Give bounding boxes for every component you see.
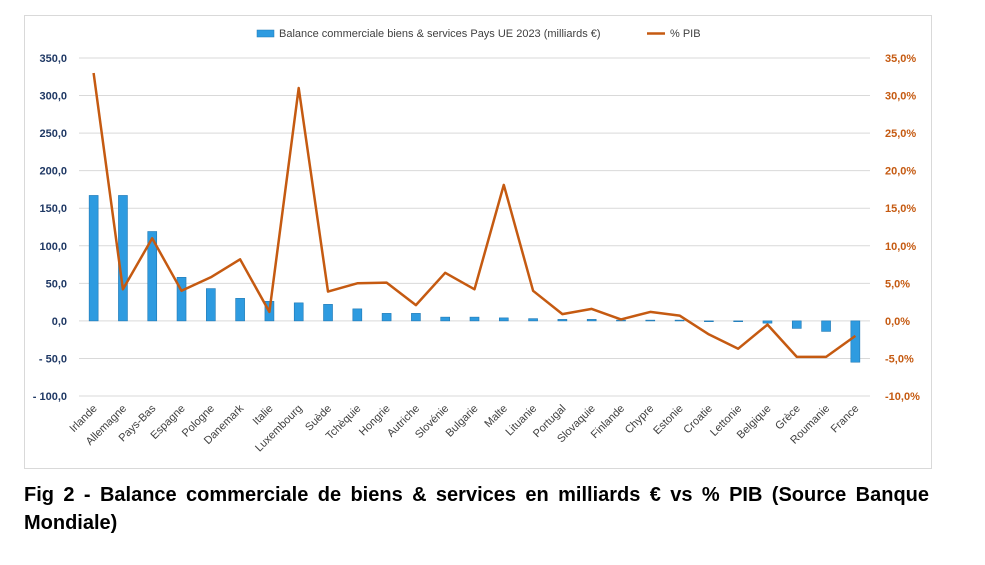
category-label: Chypre — [623, 403, 657, 437]
bar — [293, 302, 304, 322]
left-tick-label: 150,0 — [39, 203, 67, 215]
right-tick-label: -10,0% — [885, 391, 920, 403]
bar — [323, 304, 333, 322]
gridlines — [79, 57, 870, 397]
category-label: Italie — [251, 403, 276, 428]
combo-chart: - 100,0 - 50,0 0,0 50,0 100,0 150,0 200,0 250,0… — [33, 28, 920, 454]
right-tick-label: 25,0% — [885, 128, 916, 140]
legend: Balance commerciale biens & services Pay… — [256, 28, 701, 40]
legend-line-label: % PIB — [670, 28, 701, 40]
bar — [411, 313, 421, 322]
legend-bar-swatch — [256, 29, 275, 38]
left-tick-label: - 50,0 — [39, 353, 67, 365]
chart-frame: - 100,0 - 50,0 0,0 50,0 100,0 150,0 200,0 250,0… — [24, 15, 932, 469]
bar — [733, 320, 743, 322]
bar — [381, 313, 392, 322]
figure-caption: Fig 2 - Balance commerciale de biens & s… — [24, 484, 929, 534]
bar — [206, 288, 216, 322]
left-tick-label: 300,0 — [39, 91, 67, 103]
right-tick-label: 5,0% — [885, 278, 910, 290]
left-tick-label: 50,0 — [46, 278, 67, 290]
bar — [586, 319, 597, 322]
bar — [704, 320, 714, 322]
bar — [645, 319, 656, 322]
bar — [498, 317, 509, 322]
category-labels: IrlandeAllemagnePays-BasEspagnePologneDa… — [67, 402, 861, 454]
bar — [235, 298, 245, 322]
left-tick-label: 100,0 — [39, 241, 67, 253]
category-label: Malte — [482, 403, 510, 431]
bar — [176, 277, 187, 322]
bar — [821, 320, 831, 332]
bar — [88, 195, 99, 322]
right-tick-label: 20,0% — [885, 166, 916, 178]
left-axis-ticks: - 100,0 - 50,0 0,0 50,0 100,0 150,0 200,0 250,0… — [33, 53, 67, 403]
right-tick-label: 10,0% — [885, 241, 916, 253]
left-tick-label: 0,0 — [52, 316, 67, 328]
bar — [762, 320, 773, 324]
left-tick-label: - 100,0 — [33, 391, 67, 403]
right-tick-label: 30,0% — [885, 91, 916, 103]
bar — [850, 320, 861, 363]
line-series — [92, 72, 857, 359]
bar — [440, 316, 451, 322]
bar — [528, 318, 538, 322]
bar — [147, 231, 158, 322]
left-tick-label: 200,0 — [39, 166, 67, 178]
left-tick-label: 250,0 — [39, 128, 67, 140]
right-axis-ticks: -10,0% -5,0% 0,0% 5,0% 10,0% 15,0% 20,0% 25,0% 3… — [885, 53, 920, 403]
right-tick-label: 35,0% — [885, 53, 916, 65]
bar — [352, 308, 363, 322]
right-tick-label: 0,0% — [885, 316, 910, 328]
category-label: Bulgarie — [444, 403, 481, 440]
legend-bar-label: Balance commerciale biens & services Pay… — [279, 28, 601, 40]
bar — [791, 320, 802, 329]
left-tick-label: 350,0 — [39, 53, 67, 65]
right-tick-label: 15,0% — [885, 203, 916, 215]
bar — [674, 319, 685, 322]
bar — [469, 316, 480, 322]
bar — [557, 319, 568, 322]
category-label: France — [829, 403, 862, 436]
right-tick-label: -5,0% — [885, 353, 914, 365]
pib-line — [92, 72, 857, 359]
category-label: Estonie — [651, 403, 685, 437]
